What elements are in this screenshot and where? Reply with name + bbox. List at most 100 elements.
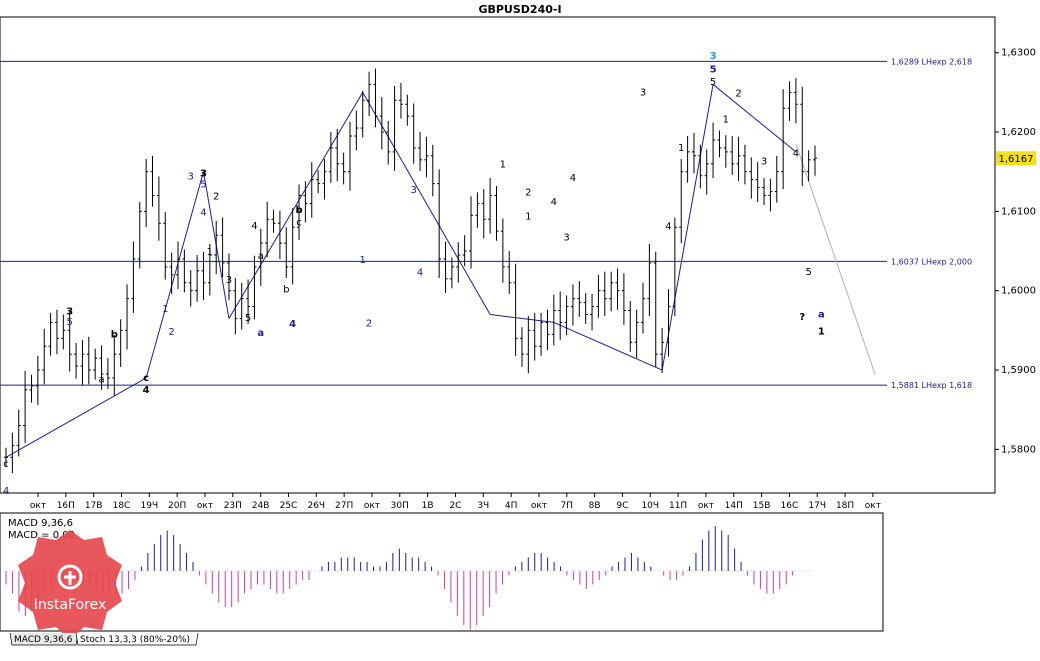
x-tick-label: 16П [57,501,75,511]
price-bar [430,144,435,197]
x-tick-label: 7П [561,501,574,511]
x-tick-label: 16С [781,501,799,511]
wave-label: 1 [360,255,366,266]
tab-macd[interactable]: MACD 9,36,6 [14,635,73,645]
price-bar [271,209,276,233]
price-bar [768,178,773,212]
indicator-tabs[interactable]: MACD 9,36,6 Stoch 13,3,3 (80%-20%) [9,632,199,646]
wave-label: 5 [200,180,206,191]
price-bar [131,241,136,313]
price-bar [558,291,563,340]
price-bar [672,217,677,317]
wave-label: b [111,330,118,341]
price-bar [590,293,595,331]
price-bar [93,348,98,380]
price-bar [252,255,257,320]
price-bar [297,184,302,240]
price-bar [54,309,59,355]
wave-label: 3 [563,233,569,244]
price-bar [86,336,91,385]
price-bar [23,370,28,444]
price-bar [526,316,531,374]
y-tick-label: 1,6000 [1001,286,1036,297]
wave-label: 2 [366,318,372,329]
wave-line [490,314,554,323]
x-tick-label: 4П [505,501,518,511]
price-bar [532,312,537,361]
wave-label: 4 [417,268,423,279]
macd-value: MACD = 0,00 [8,530,75,541]
price-bar [303,181,308,223]
price-bar [755,162,760,202]
price-bar [641,282,646,334]
price-bar [341,152,346,185]
wave-label: 4 [143,385,150,396]
x-tick-label: 30П [391,501,409,511]
wave-label: c [296,218,302,229]
price-bar [609,271,614,312]
price-bar [691,132,696,174]
price-bar [577,281,582,317]
wave-label: 3 [226,275,232,286]
price-bar [42,328,47,385]
price-bar [4,447,8,467]
wave-label: 4 [3,486,9,497]
x-tick-label: 1В [422,501,434,511]
price-bar [207,243,212,296]
wave-label: 1 [500,160,506,171]
price-bar [711,122,716,179]
y-tick-label: 1,5800 [1001,444,1036,455]
price-bar [449,257,454,289]
price-bar [354,110,359,151]
x-tick-label: 27П [335,501,353,511]
target-line-label: 1,6037 LHexp 2,000 [891,257,972,266]
price-bar [16,409,21,457]
wave-line [145,171,204,379]
price-bar [666,289,671,357]
price-bar [500,218,505,283]
price-bar [112,335,117,396]
x-tick-label: 2С [449,501,461,511]
price-bar [118,319,123,367]
x-tick-label: окт [698,501,714,511]
wave-label: 1 [723,115,729,126]
price-bar [233,278,238,335]
price-bar [277,210,282,259]
price-bar [774,155,779,203]
wave-label: 3 [200,168,207,179]
x-tick-label: 10Ч [641,501,659,511]
price-bar [469,196,474,269]
price-bar [679,159,684,244]
price-bar [723,135,728,168]
price-bar [800,86,805,186]
price-bar [564,295,569,336]
price-bar [80,339,85,386]
wave-label: ? [799,312,805,323]
price-bar [437,169,442,279]
price-bar [570,284,575,326]
price-bar [462,235,467,267]
price-bar [545,309,550,351]
price-bar [596,274,601,318]
price-bar [61,314,66,350]
price-bar [488,178,493,234]
instaforex-logo: InstaForex [18,530,122,640]
price-bar [762,178,767,206]
price-bar [456,242,461,283]
x-tick-label: 25С [280,501,298,511]
wave-label: 3 [710,51,717,62]
price-bar [373,68,378,128]
x-tick-label: окт [531,501,547,511]
wave-label: 4 [570,173,576,184]
price-bar [169,252,174,294]
watermark-text: InstaForex [34,597,107,613]
price-bar [150,155,155,207]
price-bar [156,176,161,241]
wave-label: 1 [678,143,684,154]
price-bar [328,132,333,183]
wave-label: 4 [200,207,206,218]
projection-line [795,143,876,375]
price-bar [806,150,811,182]
price-bar [507,251,512,294]
tab-stoch[interactable]: Stoch 13,3,3 (80%-20%) [80,635,190,645]
